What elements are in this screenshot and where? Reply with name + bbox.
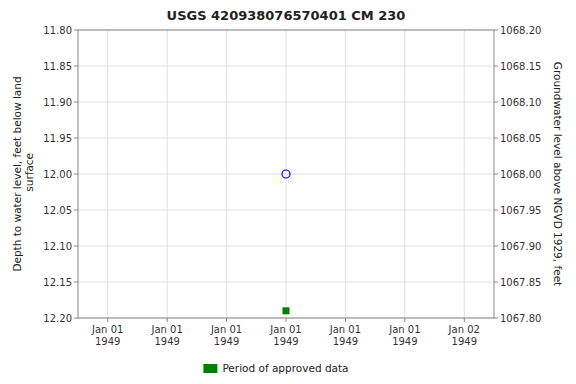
tick-label: 12.05	[43, 205, 72, 216]
text-line: Jan 02	[448, 324, 480, 335]
y2-axis-label: Groundwater level above NGVD 1929, feet	[552, 62, 564, 286]
grid-line	[464, 30, 465, 318]
y-axis-label: Depth to water level, feet below land su…	[11, 76, 35, 271]
legend-label: Period of approved data	[222, 362, 348, 374]
tick-label: 1067.80	[500, 313, 541, 324]
text-line: surface	[23, 153, 35, 195]
title: USGS 420938076570401 CM 230	[167, 8, 406, 23]
tick	[74, 246, 78, 247]
tick-label: Jan 011949	[269, 324, 301, 347]
tick-label: 12.10	[43, 241, 72, 252]
tick	[494, 138, 498, 139]
tick-label: Jan 011949	[150, 324, 182, 347]
tick	[286, 318, 287, 322]
tick-label: Jan 011949	[210, 324, 242, 347]
tick	[494, 210, 498, 211]
grid-line	[345, 30, 346, 318]
x-axis: Jan 011949Jan 011949Jan 011949Jan 011949…	[91, 318, 480, 347]
grid-line	[404, 30, 405, 318]
tick	[74, 30, 78, 31]
text-line: Jan 01	[329, 324, 361, 335]
legend-swatch	[203, 364, 217, 373]
tick-label: 12.00	[43, 169, 72, 180]
tick	[494, 30, 498, 31]
tick	[494, 174, 498, 175]
tick	[167, 318, 168, 322]
point	[283, 307, 290, 314]
tick	[107, 318, 108, 322]
tick	[494, 102, 498, 103]
text-line: Jan 01	[91, 324, 123, 335]
grid-line	[167, 30, 168, 318]
grid-line	[226, 30, 227, 318]
tick-label: 1067.90	[500, 241, 541, 252]
tick	[494, 246, 498, 247]
text-line: Depth to water level, feet below land	[11, 76, 23, 271]
text-line: 1949	[214, 336, 239, 347]
text-line: Jan 01	[210, 324, 242, 335]
tick	[74, 66, 78, 67]
y2-axis: 1068.20 1068.15 1068.10 1068.05 1068.00 1067.…	[494, 25, 541, 324]
text-line: 1949	[452, 336, 477, 347]
text-line: Jan 01	[388, 324, 420, 335]
y-axis: 11.80 11.85 11.90 11.95 12.00 12.05 12.10 12.15…	[43, 25, 78, 324]
tick-label: 12.15	[43, 277, 72, 288]
tick-label: 11.80	[43, 25, 72, 36]
chart: 11.80 11.85 11.90 11.95 12.00 12.05 12.10 12.15…	[0, 0, 576, 384]
tick-label: Jan 011949	[388, 324, 420, 347]
text-line: Groundwater level above NGVD 1929, feet	[552, 62, 564, 286]
tick	[74, 210, 78, 211]
tick	[74, 282, 78, 283]
tick-label: Jan 021949	[448, 324, 480, 347]
tick-label: 12.20	[43, 313, 72, 324]
tick-label: 11.95	[43, 133, 72, 144]
text-line: 1949	[154, 336, 179, 347]
tick	[226, 318, 227, 322]
grid-line	[107, 30, 108, 318]
grid-line	[286, 30, 287, 318]
tick	[494, 66, 498, 67]
text-line: Jan 01	[269, 324, 301, 335]
text-line: 1949	[95, 336, 120, 347]
tick-label: 1068.20	[500, 25, 541, 36]
tick	[74, 102, 78, 103]
plot-frame	[78, 30, 494, 318]
tick-label: Jan 011949	[91, 324, 123, 347]
tick-label: 11.85	[43, 61, 72, 72]
text-line: 1949	[273, 336, 298, 347]
tick-label: Jan 011949	[329, 324, 361, 347]
tick-label: 1067.95	[500, 205, 541, 216]
tick-label: 1068.10	[500, 97, 541, 108]
tick-label: 1068.05	[500, 133, 541, 144]
text-line: 1949	[333, 336, 358, 347]
tick-label: 1068.00	[500, 169, 541, 180]
grid	[78, 30, 494, 318]
point	[282, 170, 290, 178]
tick	[74, 138, 78, 139]
tick-label: 1068.15	[500, 61, 541, 72]
tick	[404, 318, 405, 322]
tick-label: 1067.85	[500, 277, 541, 288]
tick	[464, 318, 465, 322]
tick-label: 11.90	[43, 97, 72, 108]
tick	[494, 318, 498, 319]
tick	[494, 282, 498, 283]
marks	[282, 170, 290, 314]
legend: Period of approved data	[203, 362, 348, 374]
tick	[74, 318, 78, 319]
text-line: Jan 01	[150, 324, 182, 335]
tick	[345, 318, 346, 322]
tick	[74, 174, 78, 175]
text-line: 1949	[392, 336, 417, 347]
